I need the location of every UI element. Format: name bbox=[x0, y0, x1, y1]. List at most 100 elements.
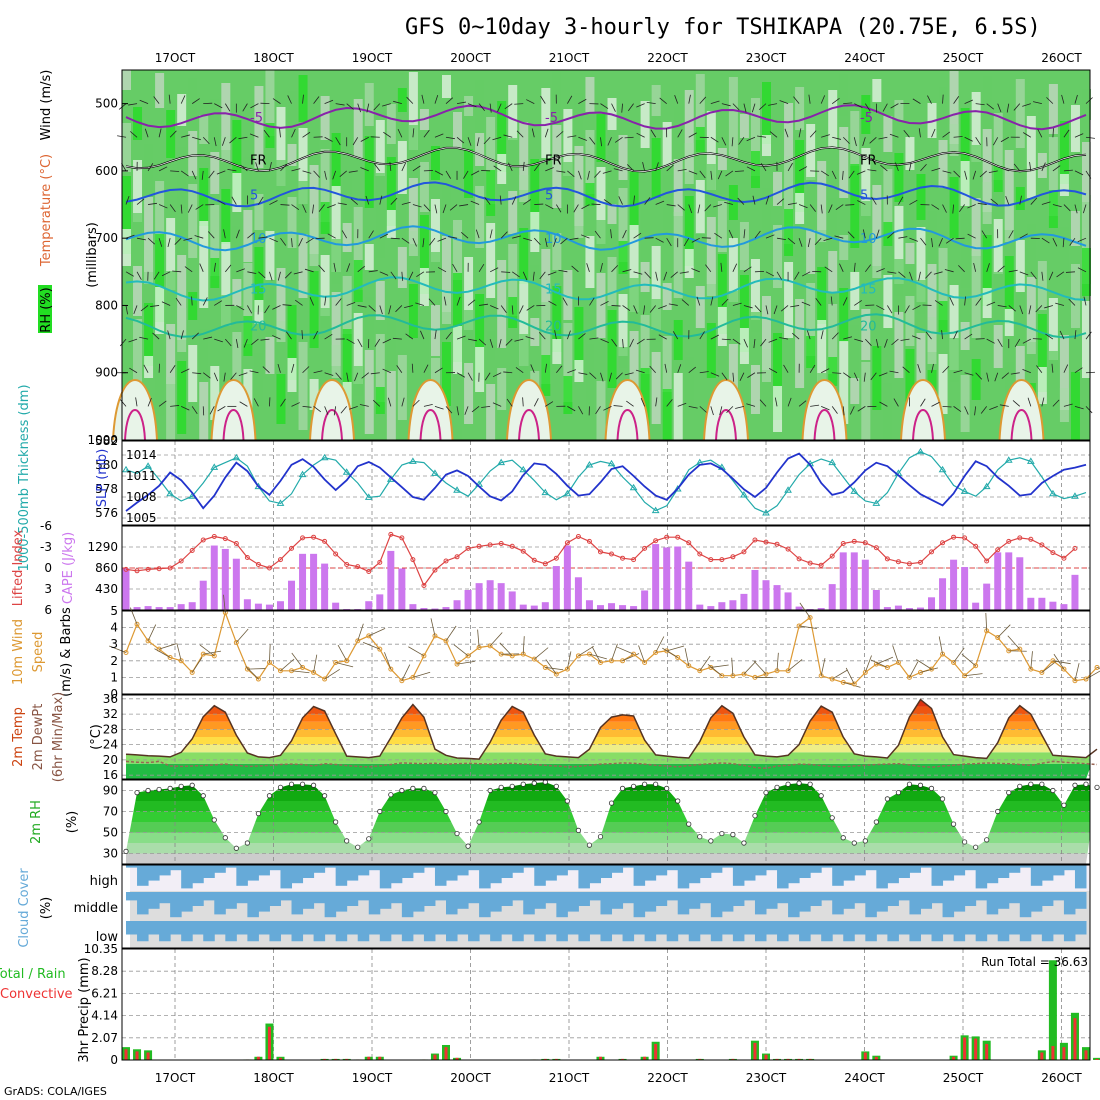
wind-barb bbox=[594, 230, 601, 239]
wind-barb bbox=[649, 305, 656, 313]
y-tick-label: 4.14 bbox=[91, 1009, 118, 1023]
rh-cell bbox=[728, 291, 738, 314]
precip-conv-bar bbox=[764, 1054, 768, 1060]
wind-barb bbox=[293, 271, 303, 275]
li-point bbox=[774, 541, 780, 547]
cloud-cell bbox=[501, 892, 513, 906]
wind-barb bbox=[548, 300, 557, 306]
wind-barb bbox=[975, 137, 981, 146]
wind-barb bbox=[578, 333, 586, 340]
temp-contour-25 bbox=[912, 409, 934, 441]
cape-bar bbox=[254, 603, 262, 610]
cape-bar bbox=[365, 601, 373, 610]
precip-conv-bar bbox=[267, 1026, 271, 1060]
wind-barb bbox=[152, 332, 160, 340]
wind-barb bbox=[1046, 97, 1054, 104]
cape-bar bbox=[398, 568, 406, 610]
rh-cell bbox=[971, 92, 981, 162]
rh-point bbox=[178, 783, 184, 789]
wind-barb bbox=[809, 204, 816, 212]
wind-barb bbox=[264, 305, 270, 314]
wind-barb bbox=[298, 238, 303, 247]
wind-barb bbox=[746, 403, 756, 407]
wind10m-barb bbox=[291, 670, 310, 674]
rh-cell bbox=[155, 287, 165, 334]
wind-barb bbox=[747, 372, 756, 378]
wind10m-point bbox=[410, 674, 416, 680]
wind-barb bbox=[408, 271, 414, 281]
wind-barb bbox=[423, 129, 430, 138]
rh-cell bbox=[894, 100, 904, 120]
rh-cell bbox=[508, 85, 518, 140]
wind-barb bbox=[820, 95, 826, 104]
wind-barb bbox=[313, 370, 323, 374]
wind-barb bbox=[798, 204, 808, 209]
wind-barb bbox=[857, 200, 866, 205]
wind-barb bbox=[227, 168, 237, 172]
panel-bg bbox=[122, 611, 1090, 694]
wind-barb bbox=[573, 204, 579, 213]
cloud-cell bbox=[754, 892, 767, 915]
wind-barb bbox=[688, 94, 691, 104]
wind-barb bbox=[312, 204, 314, 214]
wind10m-barb bbox=[787, 659, 803, 672]
rh-cell bbox=[872, 346, 882, 410]
cloud-cell bbox=[589, 892, 601, 901]
rh-cell bbox=[287, 144, 297, 166]
rh-point bbox=[895, 789, 902, 796]
cape-bar bbox=[972, 602, 980, 610]
cloud-cell bbox=[1063, 865, 1076, 871]
isotherm-label: -5 bbox=[860, 111, 873, 126]
wind-barb bbox=[666, 237, 672, 247]
wind-barb bbox=[842, 170, 844, 180]
wind-barb bbox=[247, 232, 255, 239]
li-point bbox=[862, 540, 868, 546]
li-point bbox=[873, 545, 879, 551]
precip-conv-bar bbox=[1073, 1018, 1077, 1060]
rh-point bbox=[873, 819, 879, 825]
rh-cell bbox=[177, 255, 187, 340]
wind-barb bbox=[522, 397, 524, 407]
y-tick-label-left: -3 bbox=[40, 540, 52, 554]
cloud-cell bbox=[368, 921, 381, 935]
cloud-cell bbox=[832, 865, 844, 886]
rh-point bbox=[917, 782, 924, 788]
cloud-cell bbox=[622, 921, 635, 942]
wind-barb bbox=[445, 406, 453, 414]
precip-conv-bar bbox=[753, 1042, 757, 1060]
rh-cell bbox=[894, 312, 904, 378]
li-point bbox=[333, 551, 339, 557]
cloud-cell bbox=[401, 921, 414, 942]
wind-barb bbox=[705, 264, 712, 273]
wind-barb bbox=[484, 372, 491, 381]
wind10m-point bbox=[1083, 676, 1089, 682]
wind-barb bbox=[415, 302, 425, 306]
wind-barb bbox=[229, 136, 237, 144]
wind-barb bbox=[500, 231, 508, 239]
y-tick-label: 700 bbox=[95, 231, 118, 245]
wind-barb bbox=[434, 405, 444, 410]
wind-barb bbox=[964, 136, 973, 142]
x-tick-label: 21OCT bbox=[549, 1071, 590, 1085]
wind-barb bbox=[302, 366, 310, 374]
thickness-point bbox=[298, 470, 307, 478]
rh-cell bbox=[784, 370, 794, 400]
wind-barb bbox=[423, 403, 433, 407]
rh-cell bbox=[320, 202, 330, 234]
cloud-cell bbox=[534, 865, 546, 886]
wind-barb bbox=[434, 133, 444, 138]
rh-cell bbox=[938, 87, 948, 176]
cloud-cell bbox=[754, 865, 767, 876]
wind-barb bbox=[437, 267, 447, 273]
wind-barb bbox=[774, 397, 778, 407]
wind-barb bbox=[291, 168, 301, 172]
wind-barb bbox=[903, 130, 910, 138]
wind-barb bbox=[357, 265, 365, 273]
wind-barb bbox=[611, 265, 619, 273]
cloud-cell bbox=[523, 865, 535, 868]
cloud-cell bbox=[479, 892, 491, 918]
wind-barb bbox=[589, 297, 595, 306]
cloud-cell bbox=[545, 921, 557, 935]
cloud-cell bbox=[600, 892, 613, 915]
